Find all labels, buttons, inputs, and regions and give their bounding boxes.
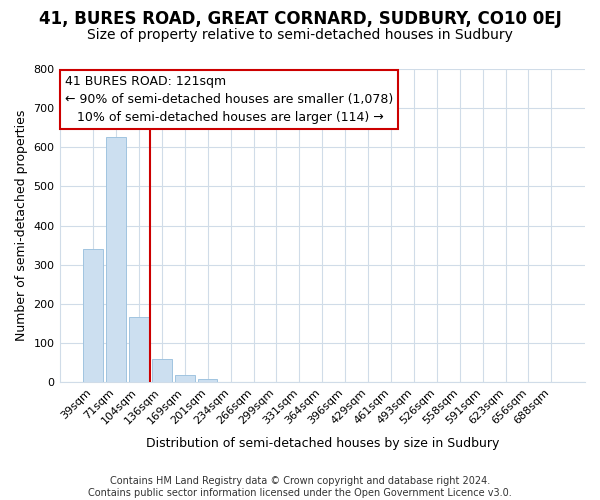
- Bar: [106, 138, 126, 382]
- Bar: [198, 379, 217, 382]
- Text: 41 BURES ROAD: 121sqm
← 90% of semi-detached houses are smaller (1,078)
   10% o: 41 BURES ROAD: 121sqm ← 90% of semi-deta…: [65, 76, 393, 124]
- Bar: [175, 375, 194, 382]
- Text: Size of property relative to semi-detached houses in Sudbury: Size of property relative to semi-detach…: [87, 28, 513, 42]
- Text: 41, BURES ROAD, GREAT CORNARD, SUDBURY, CO10 0EJ: 41, BURES ROAD, GREAT CORNARD, SUDBURY, …: [38, 10, 562, 28]
- X-axis label: Distribution of semi-detached houses by size in Sudbury: Distribution of semi-detached houses by …: [146, 437, 499, 450]
- Bar: [129, 318, 149, 382]
- Text: Contains HM Land Registry data © Crown copyright and database right 2024.
Contai: Contains HM Land Registry data © Crown c…: [88, 476, 512, 498]
- Y-axis label: Number of semi-detached properties: Number of semi-detached properties: [15, 110, 28, 341]
- Bar: [83, 249, 103, 382]
- Bar: [152, 358, 172, 382]
